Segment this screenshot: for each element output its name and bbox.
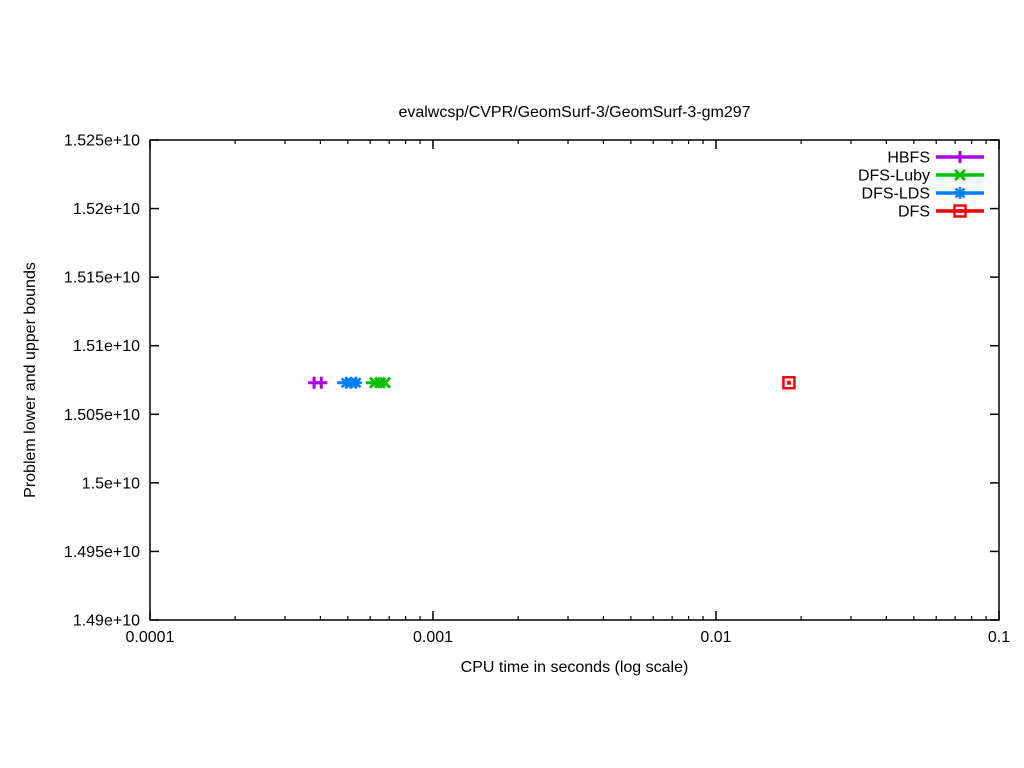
asterisk-marker: [350, 377, 362, 389]
chart-title: evalwcsp/CVPR/GeomSurf-3/GeomSurf-3-gm29…: [398, 104, 751, 121]
y-tick-label: 1.51e+10: [73, 338, 140, 355]
x-marker: [953, 168, 967, 182]
y-tick-label: 1.49e+10: [73, 613, 140, 630]
x-tick-label: 0.0001: [126, 629, 175, 646]
legend-label: DFS: [898, 204, 930, 221]
x-axis-title: CPU time in seconds (log scale): [460, 659, 689, 676]
y-tick-label: 1.495e+10: [64, 544, 140, 561]
legend-label: HBFS: [887, 150, 930, 167]
x-marker: [378, 376, 392, 389]
legend-label: DFS-Luby: [858, 168, 930, 185]
x-tick-label: 0.001: [413, 629, 453, 646]
square-marker: [782, 375, 796, 390]
y-tick-label: 1.52e+10: [73, 201, 140, 218]
square-marker-dot: [786, 380, 791, 385]
y-axis-title: Problem lower and upper bounds: [22, 262, 39, 498]
legend-label: DFS-LDS: [862, 186, 930, 203]
y-tick-label: 1.505e+10: [64, 407, 140, 424]
square-marker-dot: [958, 209, 962, 213]
x-tick-label: 0.01: [700, 629, 731, 646]
y-tick-label: 1.5e+10: [82, 475, 140, 492]
y-tick-label: 1.515e+10: [64, 270, 140, 287]
x-tick-label: 0.1: [988, 629, 1010, 646]
square-marker: [953, 204, 967, 218]
asterisk-marker: [954, 187, 966, 199]
plot-border: [149, 139, 1000, 621]
y-tick-label: 1.525e+10: [64, 133, 140, 150]
